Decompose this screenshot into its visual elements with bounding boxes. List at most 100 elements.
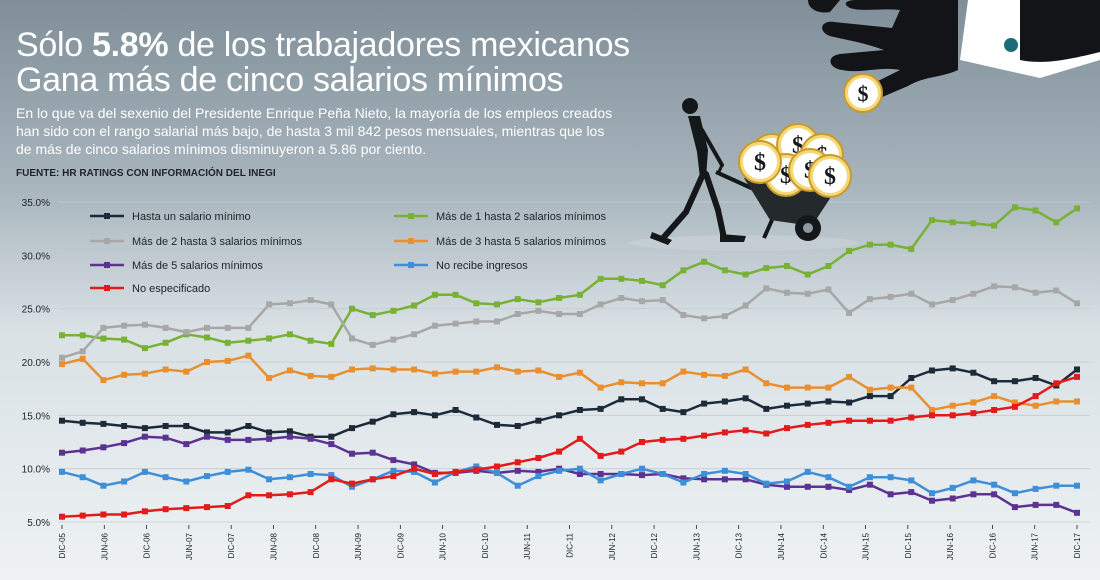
data-point — [991, 481, 998, 488]
x-tick-label: DIC-15 — [904, 532, 913, 558]
data-point — [991, 393, 998, 400]
data-point — [100, 444, 107, 451]
data-point — [79, 348, 86, 355]
svg-text:$: $ — [858, 81, 869, 106]
data-point — [494, 318, 500, 325]
data-point — [162, 506, 169, 513]
data-point — [970, 477, 977, 484]
y-tick-label: 15.0% — [22, 411, 50, 422]
data-point — [1011, 204, 1018, 211]
data-point — [721, 398, 728, 405]
data-point — [266, 335, 273, 342]
data-point — [349, 335, 355, 342]
data-point — [1011, 378, 1018, 385]
data-point — [970, 410, 977, 417]
data-point — [535, 468, 542, 475]
data-point — [659, 405, 666, 412]
legend-label: Más de 2 hasta 3 salarios mínimos — [132, 236, 302, 248]
data-point — [121, 423, 128, 429]
legend-label: Más de 1 hasta 2 salarios mínimos — [436, 211, 606, 223]
data-point — [266, 492, 273, 499]
legend-item: Hasta un salario mínimo — [90, 211, 251, 223]
data-point — [1032, 485, 1039, 492]
data-point — [1032, 402, 1039, 409]
x-tick-label: JUN-07 — [185, 532, 194, 560]
data-point — [349, 483, 355, 490]
data-point — [680, 312, 687, 319]
legend-item: No recibe ingresos — [394, 260, 528, 272]
data-point — [224, 429, 231, 436]
x-tick-label: JUN-08 — [269, 532, 278, 560]
x-tick-label: DIC-06 — [143, 532, 152, 558]
data-point — [162, 324, 169, 331]
data-point — [514, 467, 521, 474]
data-point — [887, 393, 894, 400]
data-point — [121, 478, 128, 485]
data-point — [473, 463, 480, 470]
data-point — [680, 479, 687, 486]
legend-label: Más de 3 hasta 5 salarios mínimos — [436, 236, 606, 248]
data-point — [618, 396, 625, 403]
data-point — [701, 371, 708, 378]
data-point — [245, 337, 252, 344]
data-point — [680, 435, 687, 442]
data-point — [929, 490, 935, 497]
legend-label: Hasta un salario mínimo — [132, 211, 251, 223]
data-point — [576, 465, 583, 472]
falling-coin-icon: $ — [843, 73, 883, 113]
data-point — [597, 477, 604, 484]
data-point — [411, 331, 418, 338]
series-line — [61, 285, 1078, 359]
data-point — [597, 405, 604, 412]
data-point — [846, 373, 853, 380]
data-point — [59, 513, 65, 520]
legend-swatch-marker — [104, 285, 110, 291]
data-point — [183, 478, 190, 485]
data-point — [141, 370, 148, 377]
data-point — [349, 366, 355, 373]
data-point — [100, 511, 107, 518]
coin-symbol: $ — [824, 164, 836, 190]
data-point — [452, 407, 459, 413]
legend-label: No especificado — [132, 283, 210, 295]
legend-item: Más de 1 hasta 2 salarios mínimos — [394, 211, 606, 223]
x-tick-label: DIC-09 — [396, 532, 405, 558]
data-point — [949, 365, 956, 372]
data-point — [576, 407, 583, 413]
data-point — [183, 368, 190, 375]
data-point — [452, 291, 459, 298]
data-point — [784, 425, 790, 432]
data-point — [929, 301, 935, 308]
data-point — [535, 367, 542, 374]
data-point — [473, 414, 480, 421]
series-7 — [59, 373, 1080, 520]
data-point — [349, 480, 355, 487]
data-point — [183, 423, 190, 429]
data-point — [908, 489, 915, 496]
data-point — [991, 491, 998, 498]
data-point — [908, 414, 915, 421]
data-point — [79, 447, 86, 454]
title-line-2: Gana más de cinco salarios mínimos — [16, 61, 564, 99]
data-point — [204, 429, 210, 436]
data-point — [245, 436, 252, 443]
data-point — [1074, 205, 1080, 212]
data-point — [618, 471, 625, 477]
data-point — [514, 423, 521, 429]
data-point — [846, 483, 853, 490]
series-line — [62, 206, 1078, 350]
x-tick-label: JUN-09 — [354, 532, 363, 560]
data-point — [556, 295, 563, 301]
data-point — [411, 409, 418, 416]
data-point — [742, 302, 749, 309]
data-point — [514, 311, 521, 317]
data-point — [784, 478, 790, 485]
data-point — [452, 468, 459, 475]
data-point — [369, 476, 376, 483]
data-point — [162, 434, 169, 441]
data-point — [369, 418, 376, 425]
data-point — [224, 436, 231, 443]
data-point — [79, 419, 86, 426]
data-point — [59, 449, 65, 456]
data-point — [659, 436, 666, 443]
